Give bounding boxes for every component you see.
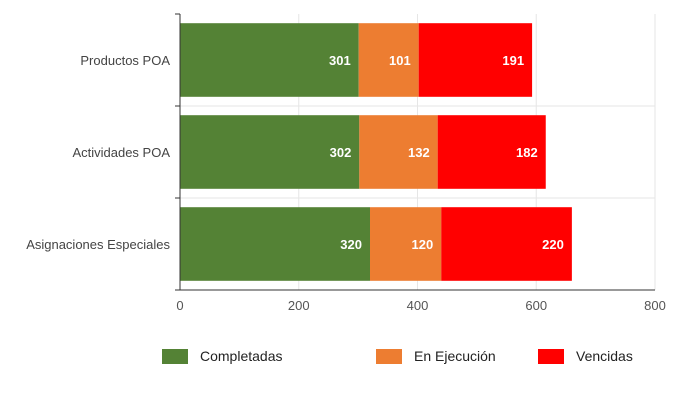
data-label: 132 [408, 145, 430, 160]
bar-layer [180, 23, 572, 281]
legend-label-vencidas: Vencidas [576, 348, 633, 364]
legend-label-en-ejecucion: En Ejecución [414, 348, 496, 364]
legend-swatch-completadas [162, 348, 188, 364]
x-tick-label: 0 [176, 298, 183, 313]
data-label: 120 [412, 237, 434, 252]
x-tick-label: 800 [644, 298, 666, 313]
bar-segment[interactable] [370, 207, 442, 281]
data-label: 320 [340, 237, 362, 252]
data-label: 101 [389, 53, 411, 68]
category-label: Actividades POA [72, 145, 170, 160]
axis-layer: 0 200 400 600 800 Productos POA Actividades PO… [26, 13, 666, 313]
bar-segment[interactable] [441, 207, 572, 281]
x-tick-label: 400 [407, 298, 429, 313]
legend-item-en-ejecucion[interactable]: En Ejecución [376, 348, 496, 364]
bar-segment[interactable] [180, 207, 370, 281]
legend-swatch-vencidas [538, 348, 564, 364]
x-tick-label: 200 [288, 298, 310, 313]
stacked-bar-chart: 301 101 191 302 132 182 320 120 220 0 200 400 600 80… [26, 13, 666, 313]
bar-segment[interactable] [358, 23, 419, 97]
data-label: 182 [516, 145, 538, 160]
legend-item-vencidas[interactable]: Vencidas [538, 348, 633, 364]
data-label: 191 [502, 53, 524, 68]
category-label: Productos POA [80, 53, 170, 68]
label-layer: 301 101 191 302 132 182 320 120 220 [329, 53, 564, 252]
legend: Completadas En Ejecución Vencidas [0, 348, 691, 372]
bar-segment[interactable] [180, 115, 360, 189]
legend-item-completadas[interactable]: Completadas [162, 348, 283, 364]
bar-segment[interactable] [359, 115, 438, 189]
legend-swatch-en-ejecucion [376, 348, 402, 364]
x-tick-label: 600 [525, 298, 547, 313]
data-label: 220 [542, 237, 564, 252]
legend-label-completadas: Completadas [200, 348, 283, 364]
bar-segment[interactable] [437, 115, 546, 189]
data-label: 301 [329, 53, 351, 68]
bar-segment[interactable] [418, 23, 533, 97]
category-label: Asignaciones Especiales [26, 237, 170, 252]
data-label: 302 [330, 145, 352, 160]
bar-segment[interactable] [180, 23, 359, 97]
